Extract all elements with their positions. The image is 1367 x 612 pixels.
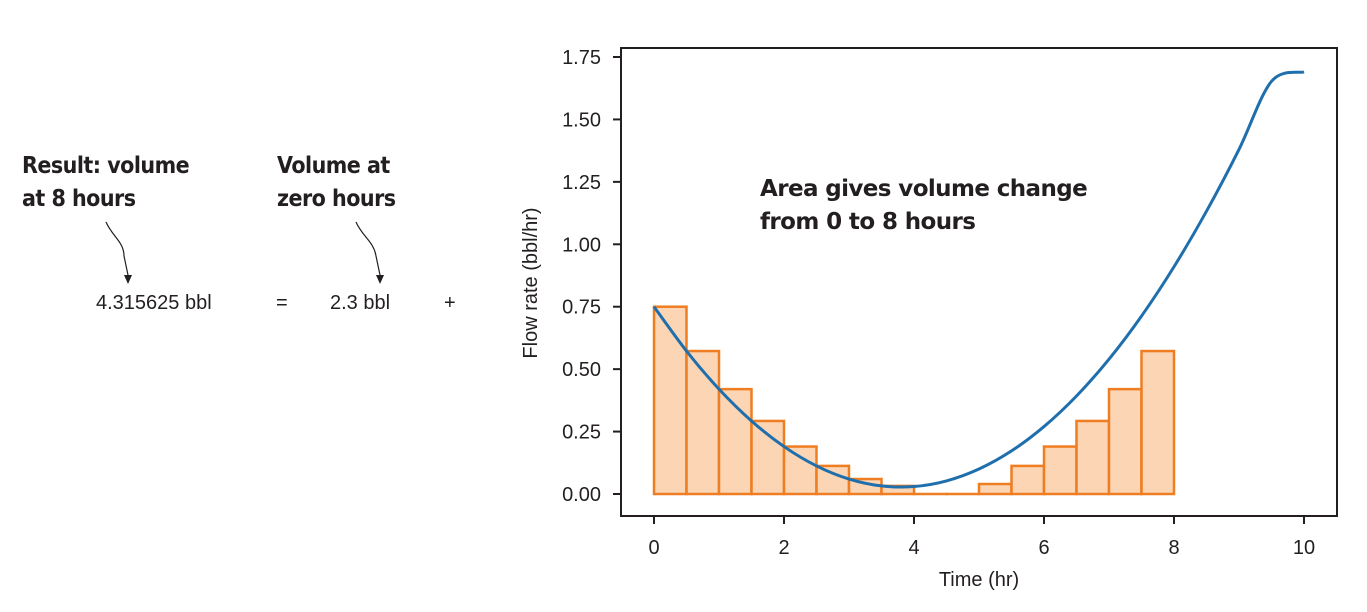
y-tick-label: 1.50 [562, 109, 601, 131]
zero-volume-callout-line1: Volume at [277, 153, 390, 179]
y-axis-title: Flow rate (bbl/hr) [520, 207, 542, 358]
histogram-bar [685, 349, 721, 496]
histogram-bar [1140, 349, 1176, 496]
result-arrowhead [124, 275, 132, 284]
result-callout-line2: at 8 hours [22, 186, 136, 212]
y-tick-label: 1.75 [562, 47, 601, 69]
curve-layer [652, 70, 1305, 489]
x-tick-label: 0 [648, 537, 659, 559]
histogram-bar [977, 482, 1013, 496]
flow-rate-curve [652, 70, 1305, 489]
y-tick-label: 0.75 [562, 297, 601, 319]
histogram-bar [1107, 387, 1143, 496]
zero-volume-arrow-line [355, 221, 381, 276]
y-tick-label: 0.50 [562, 359, 601, 381]
zero-volume-callout: Volume at zero hours [277, 150, 396, 216]
equals-sign: = [276, 292, 288, 314]
result-arrow-line [105, 221, 129, 276]
plus-sign: + [444, 292, 456, 314]
y-tick-label: 1.25 [562, 172, 601, 194]
result-volume-value: 4.315625 bbl [96, 292, 212, 314]
zero-volume-callout-line2: zero hours [277, 186, 396, 212]
y-axis: 0.00 0.25 0.50 0.75 1.00 1.25 1.50 1.75 [562, 47, 621, 506]
histogram-bar [750, 419, 786, 496]
histogram-bar [1042, 445, 1078, 496]
zero-volume-arrowhead [376, 275, 384, 284]
y-tick-label: 0.00 [562, 484, 601, 506]
x-axis: 0 2 4 6 8 10 [648, 516, 1315, 559]
initial-volume-value: 2.3 bbl [330, 292, 391, 314]
x-tick-label: 4 [908, 537, 919, 559]
plot-frame [620, 47, 1338, 517]
result-callout-line1: Result: volume [22, 153, 190, 179]
x-tick-label: 6 [1038, 537, 1049, 559]
y-tick-label: 0.25 [562, 422, 601, 444]
callout-arrows [105, 221, 384, 284]
x-tick-label: 8 [1168, 537, 1179, 559]
histogram-bar [1075, 419, 1111, 496]
x-tick-label: 2 [778, 537, 789, 559]
x-axis-title: Time (hr) [939, 569, 1019, 591]
y-tick-label: 1.00 [562, 234, 601, 256]
bars-layer [652, 305, 1176, 496]
area-annotation-line2: from 0 to 8 hours [760, 209, 975, 235]
area-annotation-line1: Area gives volume change [760, 176, 1087, 202]
result-callout: Result: volume at 8 hours [22, 150, 190, 216]
x-tick-label: 10 [1293, 537, 1315, 559]
histogram-bar [815, 464, 851, 496]
histogram-bar [1010, 464, 1046, 496]
histogram-bar [652, 305, 688, 496]
histogram-bar [782, 445, 818, 496]
